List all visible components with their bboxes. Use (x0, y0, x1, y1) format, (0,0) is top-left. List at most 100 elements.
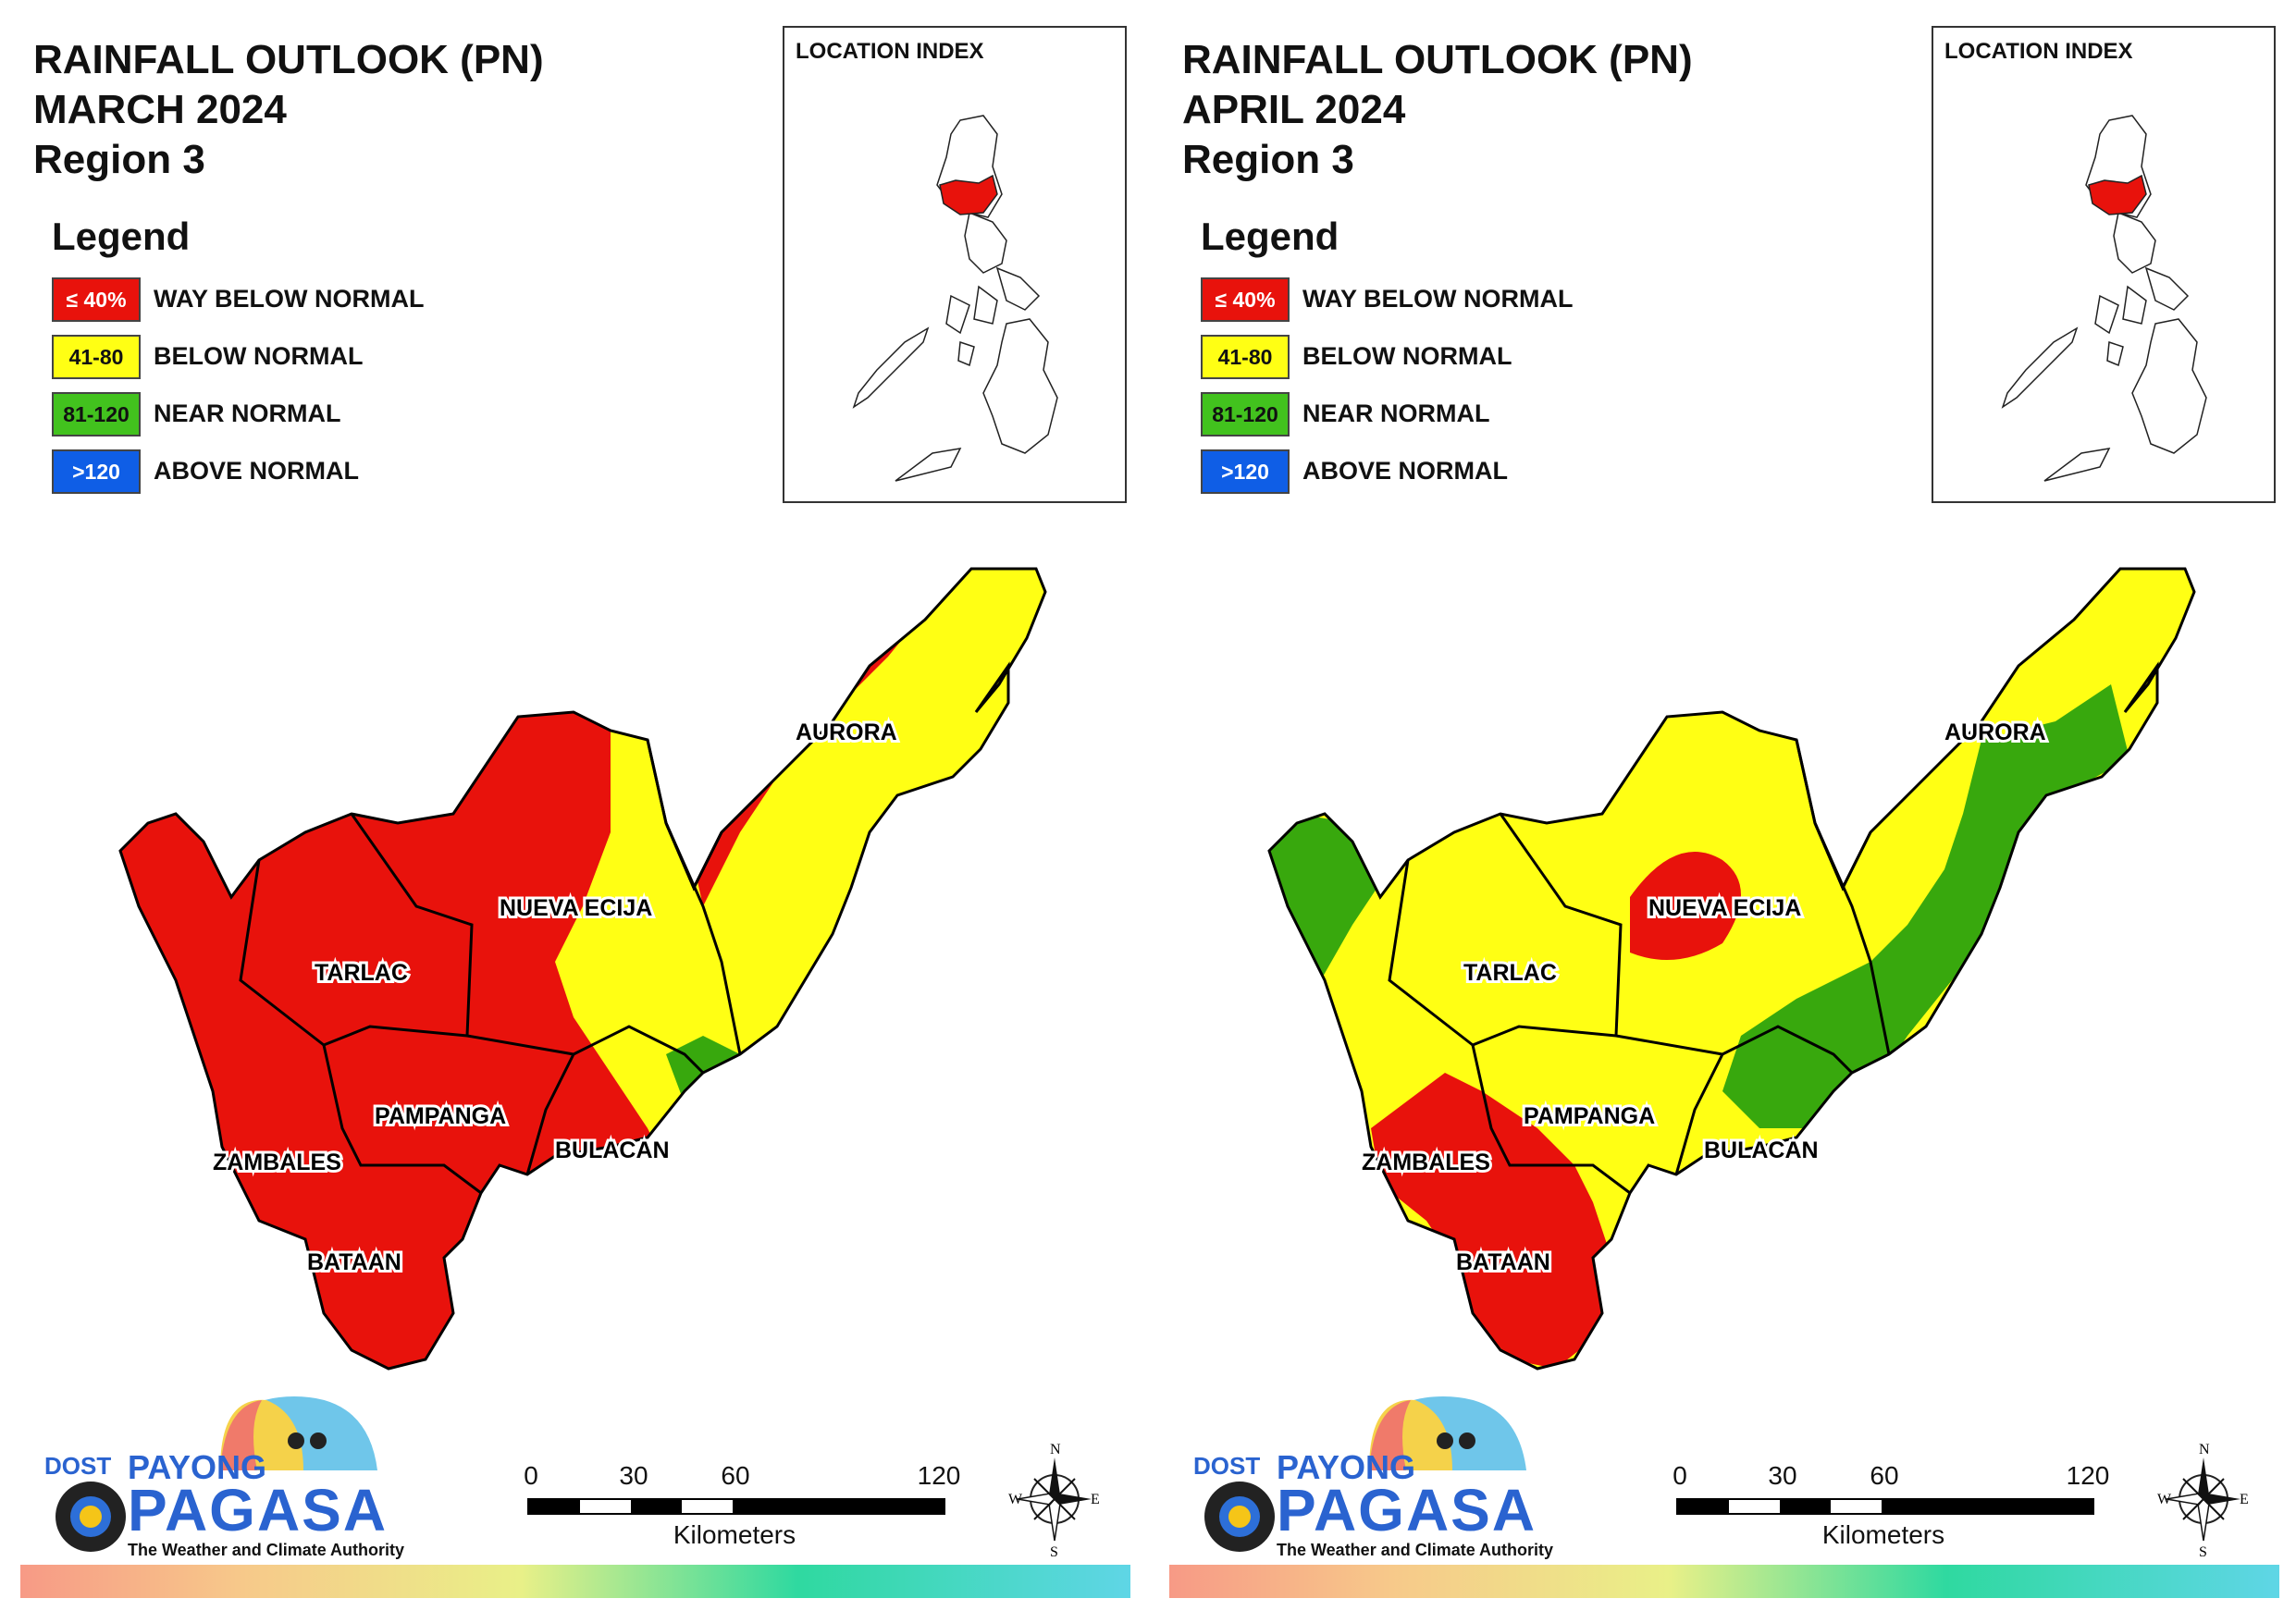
scale-tick: 120 (917, 1461, 961, 1490)
north-arrow: N S W E (1008, 1439, 1101, 1560)
border-zambales-tarlac (1388, 859, 1474, 1047)
compass-w: W (2157, 1492, 2172, 1507)
border-pampanga-bataan (1471, 1044, 1631, 1195)
legend-item-above: >120 ABOVE NORMAL (1201, 449, 1508, 507)
zone-near-east (1722, 684, 2129, 1128)
scale-tick: 30 (1768, 1461, 1797, 1490)
scale-unit: Kilometers (673, 1520, 796, 1549)
legend-item-near: 81-120 NEAR NORMAL (1201, 392, 1490, 449)
legend-swatch: 81-120 (52, 392, 141, 436)
border-tarlac-nuevaecija (1499, 813, 1623, 1037)
logo-payong: PAYONG (1277, 1448, 1416, 1486)
compass-n: N (2199, 1442, 2210, 1457)
location-index: LOCATION INDEX (1932, 26, 2276, 503)
region-outline (118, 567, 1047, 1371)
location-index-title: LOCATION INDEX (1944, 39, 2133, 64)
legend-swatch: 41-80 (1201, 335, 1290, 379)
scale-tick: 0 (524, 1461, 538, 1490)
map-title: RAINFALL OUTLOOK (PN) APRIL 2024 Region … (1182, 35, 1693, 185)
scale-tick: 120 (2066, 1461, 2110, 1490)
footer-gradient-bar (1169, 1565, 2279, 1598)
legend: Legend ≤ 40% WAY BELOW NORMAL 41-80 BELO… (52, 215, 425, 507)
zone-below (1269, 569, 2194, 1369)
logo-dost: DOST (44, 1452, 112, 1480)
zone-below (555, 569, 1045, 1369)
scale-bar-graphic (527, 1498, 945, 1515)
border-pampanga-bataan (322, 1044, 482, 1195)
legend-heading: Legend (1201, 215, 1339, 258)
location-index: LOCATION INDEX (783, 26, 1127, 503)
panel-march: RAINFALL OUTLOOK (PN) MARCH 2024 Region … (0, 0, 1147, 1623)
legend-item-near: 81-120 NEAR NORMAL (52, 392, 341, 449)
title-line-1: RAINFALL OUTLOOK (PN) (33, 37, 544, 82)
zone-way-below-south (1371, 1073, 1611, 1369)
legend-label: NEAR NORMAL (1302, 400, 1490, 427)
compass-rose-icon: N S W E (1008, 1442, 1100, 1560)
title-line-3: Region 3 (1182, 137, 1354, 182)
legend-item-way-below: ≤ 40% WAY BELOW NORMAL (1201, 277, 1574, 335)
legend-swatch: ≤ 40% (52, 277, 141, 322)
scale-bar: 0 30 60 120 Kilometers (1673, 1461, 2120, 1563)
location-index-title: LOCATION INDEX (796, 39, 984, 64)
north-arrow: N S W E (2157, 1439, 2250, 1560)
legend-label: BELOW NORMAL (154, 342, 364, 370)
footer-gradient-bar (20, 1565, 1130, 1598)
compass-rose-icon: N S W E (2157, 1442, 2249, 1560)
legend-item-below: 41-80 BELOW NORMAL (1201, 335, 1512, 392)
label-pampanga: PAMPANGA (375, 1103, 506, 1129)
legend-item-above: >120 ABOVE NORMAL (52, 449, 359, 507)
border-pampanga-bulacan (1674, 1053, 1724, 1175)
border-tarlac-pampanga (323, 1025, 574, 1056)
title-line-3: Region 3 (33, 137, 205, 182)
region3-rainfall-map: AURORA NUEVA ECIJA TARLAC PAMPANGA BULAC… (1267, 567, 2196, 1371)
pagasa-logo: DOST PAYONG PAGASA The Weather and Clima… (35, 1387, 405, 1563)
label-bulacan: BULACAN (1704, 1137, 1819, 1163)
border-aurora-inner (1813, 822, 1891, 1055)
label-aurora: AURORA (796, 719, 897, 745)
pagasa-logo: DOST PAYONG PAGASA The Weather and Clima… (1184, 1387, 1554, 1563)
label-zambales: ZAMBALES (213, 1150, 341, 1175)
scale-tick: 0 (1673, 1461, 1687, 1490)
compass-s: S (1050, 1544, 1058, 1559)
border-tarlac-nuevaecija (350, 813, 474, 1037)
label-pampanga: PAMPANGA (1524, 1103, 1655, 1129)
title-line-2: APRIL 2024 (1182, 87, 1406, 132)
logo-pagasa: PAGASA (1277, 1477, 1537, 1543)
zone-way-below-center (1630, 852, 1741, 960)
legend-item-way-below: ≤ 40% WAY BELOW NORMAL (52, 277, 425, 335)
legend-swatch: >120 (52, 449, 141, 494)
compass-e: E (1091, 1492, 1100, 1507)
border-tarlac-pampanga (1472, 1025, 1723, 1056)
compass-n: N (1050, 1442, 1061, 1457)
border-bulacan-nuevaecija (573, 1025, 705, 1075)
border-zambales-tarlac (239, 859, 325, 1047)
legend-swatch: 41-80 (52, 335, 141, 379)
legend-label: ABOVE NORMAL (154, 457, 359, 485)
label-nueva-ecija: NUEVA ECIJA (1648, 895, 1801, 921)
label-aurora: AURORA (1944, 719, 2046, 745)
legend-item-below: 41-80 BELOW NORMAL (52, 335, 363, 392)
title-line-1: RAINFALL OUTLOOK (PN) (1182, 37, 1693, 82)
legend-swatch: >120 (1201, 449, 1290, 494)
scale-bar-graphic (1676, 1498, 2094, 1515)
legend-label: BELOW NORMAL (1302, 342, 1512, 370)
legend-label: ABOVE NORMAL (1302, 457, 1508, 485)
label-bataan: BATAAN (1456, 1249, 1550, 1275)
border-aurora-inner (664, 822, 742, 1055)
label-nueva-ecija: NUEVA ECIJA (500, 895, 652, 921)
label-zambales: ZAMBALES (1362, 1150, 1490, 1175)
logo-pagasa: PAGASA (128, 1477, 389, 1543)
label-bataan: BATAAN (307, 1249, 401, 1275)
legend-swatch: ≤ 40% (1201, 277, 1290, 322)
compass-w: W (1008, 1492, 1023, 1507)
scale-tick: 30 (619, 1461, 648, 1490)
scale-bar: 0 30 60 120 Kilometers (524, 1461, 971, 1563)
legend-swatch: 81-120 (1201, 392, 1290, 436)
compass-s: S (2199, 1544, 2207, 1559)
title-line-2: MARCH 2024 (33, 87, 287, 132)
logo-payong: PAYONG (128, 1448, 267, 1486)
scale-tick: 60 (1870, 1461, 1899, 1490)
label-bulacan: BULACAN (555, 1137, 670, 1163)
label-tarlac: TARLAC (315, 960, 408, 986)
region-outline (1267, 567, 2196, 1371)
